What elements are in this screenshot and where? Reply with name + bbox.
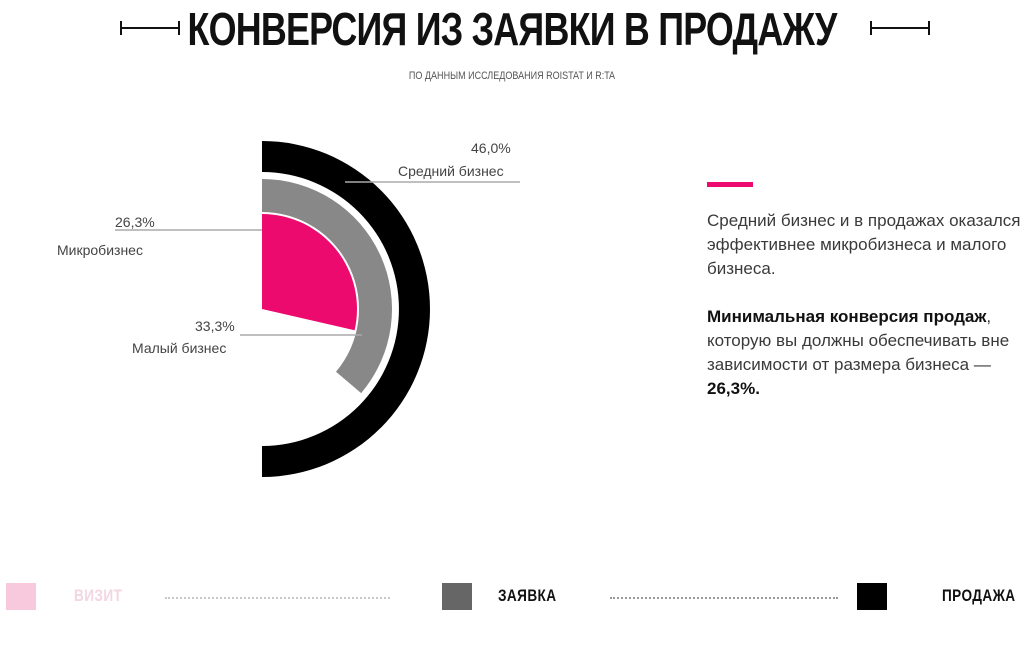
- ring-малый-бизнес: [262, 179, 392, 394]
- page-title: КОНВЕРСИЯ ИЗ ЗАЯВКИ В ПРОДАЖУ: [187, 3, 837, 55]
- note-body: , которую вы должны обеспечивать вне зав…: [707, 307, 1010, 374]
- legend-swatch-sale: [857, 583, 887, 610]
- label-value-medium: 46,0%: [471, 140, 511, 156]
- title-decoration-right: [870, 21, 930, 35]
- label-value-small: 33,3%: [195, 318, 235, 334]
- title-decoration-left: [120, 21, 180, 35]
- note-value: 26,3%.: [707, 379, 760, 398]
- label-value-micro: 26,3%: [115, 214, 155, 230]
- page-subtitle: ПО ДАННЫМ ИССЛЕДОВАНИЯ ROISTAT И R:TA: [408, 70, 616, 82]
- note-bold-lead: Минимальная конверсия продаж: [707, 307, 987, 326]
- ring-микробизнес: [262, 214, 357, 331]
- note-paragraph-1: Средний бизнес и в продажах оказался эфф…: [707, 211, 1021, 278]
- legend-label-visit: ВИЗИТ: [74, 586, 123, 605]
- legend-connector-1: [165, 597, 390, 599]
- legend-label-sale: ПРОДАЖА: [942, 586, 1016, 605]
- label-name-small: Малый бизнес: [132, 340, 227, 356]
- legend-swatch-visit: [6, 583, 36, 610]
- legend-connector-2: [610, 597, 838, 599]
- note-paragraph-2: Минимальная конверсия продаж, которую вы…: [707, 305, 1022, 401]
- legend-swatch-application: [442, 583, 472, 610]
- label-name-micro: Микробизнес: [57, 242, 143, 258]
- ring-средний-бизнес: [262, 141, 430, 477]
- legend-label-application: ЗАЯВКА: [498, 586, 557, 605]
- label-name-medium: Средний бизнес: [398, 163, 504, 179]
- note-accent-bar: [707, 182, 753, 187]
